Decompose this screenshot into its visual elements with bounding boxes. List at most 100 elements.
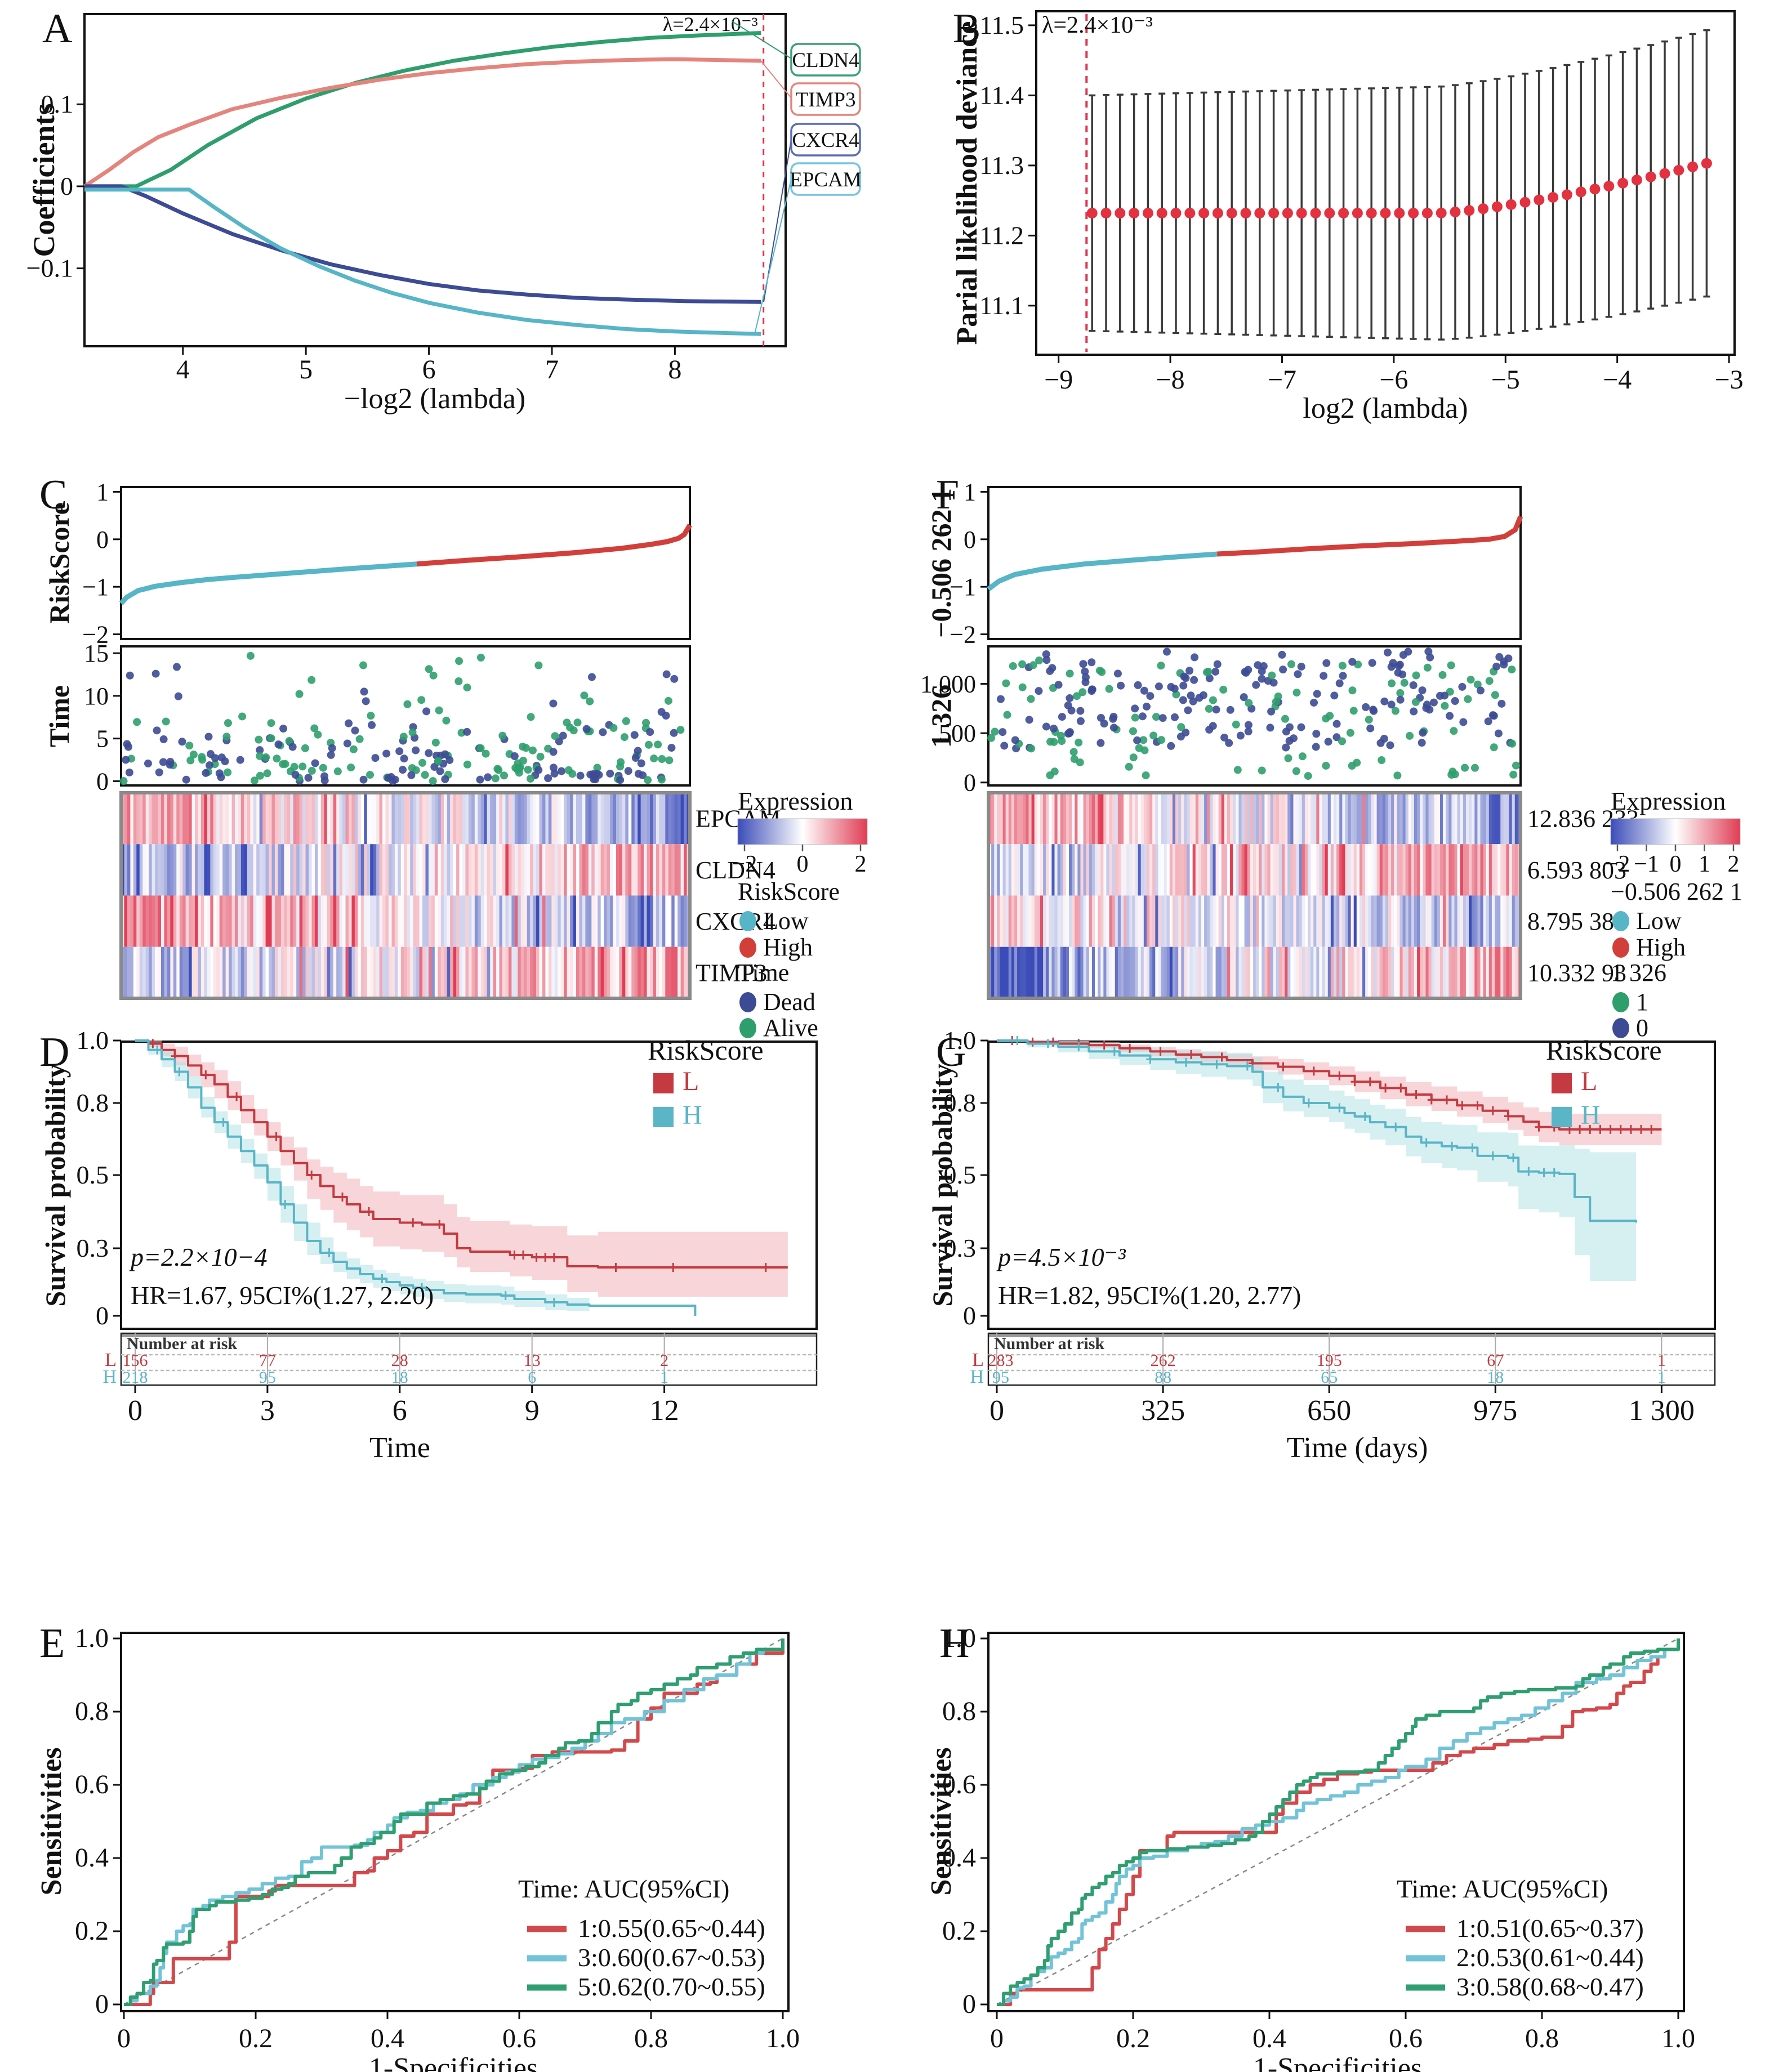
heatmap-cell (1474, 895, 1478, 947)
heatmap-cell (407, 844, 411, 896)
heatmap-cell (149, 793, 153, 845)
heatmap-cell (210, 895, 214, 947)
deviance-dot (1198, 208, 1210, 219)
heatmap-cell (207, 946, 211, 998)
heatmap-cell (428, 895, 433, 947)
heatmap-cell (1402, 844, 1406, 896)
heatmap-cell (1005, 793, 1009, 845)
heatmap-cell (1480, 793, 1484, 845)
time-dot-alive (307, 676, 316, 684)
heatmap-cell (1388, 844, 1392, 896)
heatmap-cell (674, 844, 678, 896)
heatmap-cell (247, 895, 251, 947)
heatmap-cell (167, 946, 171, 998)
time-dot-alive (319, 763, 327, 772)
heatmap-cell (1290, 844, 1294, 896)
heatmap-cell (1000, 946, 1004, 998)
heatmap-cell (253, 844, 257, 896)
x-tick-label: 650 (1307, 1395, 1351, 1427)
heatmap-cell (130, 895, 134, 947)
time-dot-dead (174, 692, 182, 700)
time-dot-alive (434, 757, 443, 765)
heatmap-cell (309, 946, 313, 998)
heatmap-cell (576, 946, 580, 998)
heatmap-cell (471, 895, 475, 947)
heatmap-cell (560, 946, 564, 998)
heatmap-cell (1506, 895, 1510, 947)
time-dot-alive (1073, 692, 1081, 700)
heatmap-cell (1299, 844, 1303, 896)
time-dot-alive (1018, 683, 1027, 691)
panel-letter-b: B (953, 6, 981, 52)
heatmap-cell (634, 844, 638, 896)
heatmap-cell (1437, 793, 1441, 845)
heatmap-cell (1040, 793, 1044, 845)
x-tick-label: 0.2 (1116, 2024, 1150, 2053)
heatmap-cell (668, 895, 672, 947)
heatmap-cell (1135, 946, 1139, 998)
heatmap-cell (1095, 844, 1098, 896)
heatmap-cell (1129, 895, 1133, 947)
heatmap-cell (1077, 895, 1081, 947)
time-dot-alive (1391, 707, 1399, 715)
time-dot-alive (1219, 685, 1228, 694)
heatmap-cell (662, 793, 666, 845)
heatmap-cell (527, 946, 531, 998)
heatmap-cell (1043, 946, 1046, 998)
heatmap-cell (1391, 946, 1394, 998)
heatmap-cell (1227, 793, 1231, 845)
heatmap-cell (1204, 895, 1207, 947)
heatmap-cell (1146, 895, 1150, 947)
heatmap-cell (136, 946, 140, 998)
time-dot-dead (1278, 650, 1286, 659)
heatmap-cell (1227, 895, 1231, 947)
deviance-dot (1436, 207, 1447, 218)
colorbar-tick-label: 2 (855, 851, 867, 877)
deviance-dot (1421, 208, 1433, 219)
heatmap-cell (318, 895, 322, 947)
roc-chart-train: 000.20.20.40.40.60.60.80.81.01.0Sensitiv… (35, 1623, 800, 2072)
heatmap-cell (253, 793, 257, 845)
heatmap-cell (1368, 946, 1372, 998)
heatmap-cell (1333, 793, 1337, 845)
time-dot-dead (441, 775, 449, 783)
time-dot-dead (1190, 676, 1198, 684)
heatmap-cell (1333, 844, 1337, 896)
heatmap-cell (342, 895, 346, 947)
heatmap-cell (1273, 946, 1277, 998)
heatmap-cell (610, 895, 614, 947)
time-dot-dead (1054, 681, 1063, 689)
time-dot-alive (1406, 731, 1414, 740)
heatmap-cell (151, 946, 155, 998)
heatmap-cell (1330, 793, 1334, 845)
heatmap-cell (610, 793, 614, 845)
heatmap-cell (594, 844, 598, 896)
time-dot-alive (1284, 754, 1292, 762)
x-tick-label: −7 (1268, 365, 1296, 395)
heatmap-cell (542, 946, 546, 998)
heatmap-cell (142, 844, 146, 896)
heatmap-cell (1000, 844, 1004, 896)
legend-item-label: Low (763, 907, 809, 935)
time-dot-alive (1485, 677, 1494, 685)
heatmap-cell (1040, 895, 1044, 947)
colorbar-tick-label: 2 (1728, 851, 1740, 877)
time-axis-title: Time (43, 685, 75, 747)
heatmap-cell (1187, 793, 1191, 845)
heatmap-cell (573, 844, 577, 896)
heatmap-cell (302, 844, 306, 896)
time-dot-alive (1346, 729, 1354, 737)
heatmap-cell (247, 946, 251, 998)
heatmap-cell (274, 793, 279, 845)
heatmap-cell (1451, 793, 1455, 845)
heatmap-cell (1382, 895, 1386, 947)
time-dot-alive (526, 774, 534, 783)
heatmap-cell (191, 895, 195, 947)
heatmap-cell (189, 793, 193, 845)
heatmap-cell (613, 793, 617, 845)
heatmap-cell (1238, 946, 1242, 998)
heatmap-cell (1256, 793, 1259, 845)
heatmap-cell (1296, 946, 1300, 998)
heatmap-cell (579, 946, 583, 998)
time-dot-dead (1109, 715, 1117, 723)
